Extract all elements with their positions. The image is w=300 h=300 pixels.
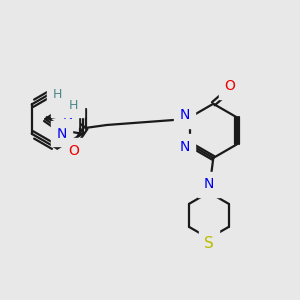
Text: H: H [52,88,62,101]
Text: N: N [179,108,190,122]
Text: S: S [204,236,214,251]
Text: N: N [204,177,214,191]
Text: N: N [56,98,67,111]
Text: N: N [179,140,190,154]
Text: O: O [225,79,236,93]
Text: N: N [62,108,73,122]
Text: H: H [69,99,79,112]
Text: O: O [68,144,79,158]
Text: N: N [56,127,67,141]
